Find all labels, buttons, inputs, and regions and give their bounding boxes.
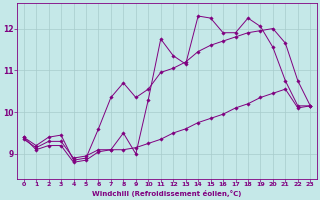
X-axis label: Windchill (Refroidissement éolien,°C): Windchill (Refroidissement éolien,°C) xyxy=(92,190,242,197)
